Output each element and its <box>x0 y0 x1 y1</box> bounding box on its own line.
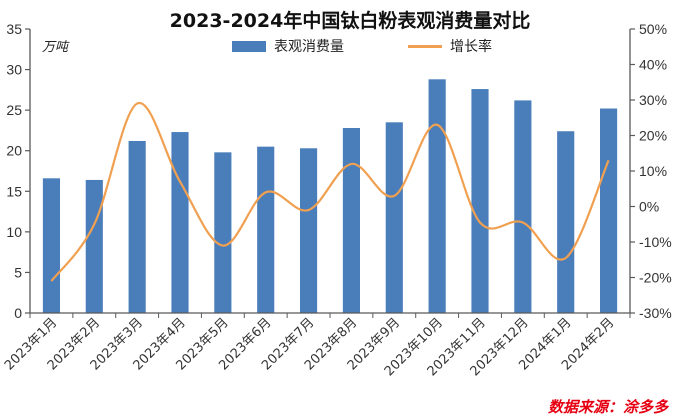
y-tick-label: 10 <box>6 224 22 240</box>
legend-line-swatch <box>408 44 442 48</box>
bar <box>171 132 189 313</box>
y-tick-label: 5 <box>14 264 22 280</box>
y-axis-unit: 万吨 <box>42 40 69 55</box>
legend-line-label: 增长率 <box>450 39 492 55</box>
y2-tick-label: 10% <box>639 163 667 179</box>
y-tick-label: 25 <box>6 102 22 118</box>
chart-legend: 表观消费量 增长率 <box>0 36 700 56</box>
bar <box>514 100 532 313</box>
bar <box>600 108 618 314</box>
bar <box>257 146 275 313</box>
bar <box>557 131 575 313</box>
y2-tick-label: -10% <box>639 234 672 250</box>
y2-tick-label: 0% <box>639 199 659 215</box>
legend-item-consumption: 表观消费量 <box>232 36 344 56</box>
bar <box>214 152 232 313</box>
growth-rate-line <box>50 102 610 282</box>
bar <box>300 148 318 313</box>
bar <box>128 140 146 313</box>
legend-bar-label: 表观消费量 <box>274 39 344 55</box>
y-tick-label: 0 <box>14 305 22 321</box>
y2-tick-label: -20% <box>639 270 672 286</box>
bar <box>42 178 60 313</box>
bar <box>85 179 103 313</box>
legend-item-growth: 增长率 <box>408 36 492 56</box>
bar <box>428 79 446 314</box>
y-tick-label: 35 <box>6 21 22 37</box>
legend-bar-swatch <box>232 40 266 52</box>
y2-tick-label: -30% <box>639 305 672 321</box>
bar <box>471 89 489 313</box>
y-tick-label: 20 <box>6 143 22 159</box>
bar <box>342 127 360 313</box>
chart-title: 2023-2024年中国钛白粉表观消费量对比 <box>169 10 531 32</box>
y-tick-label: 30 <box>6 62 22 78</box>
y2-tick-label: 20% <box>639 128 667 144</box>
bar <box>385 122 403 313</box>
y2-tick-label: 50% <box>639 21 667 37</box>
y-tick-label: 15 <box>6 183 22 199</box>
data-source: 数据来源：涂多多 <box>548 398 669 416</box>
y2-tick-label: 30% <box>639 92 667 108</box>
y2-tick-label: 40% <box>639 57 667 73</box>
